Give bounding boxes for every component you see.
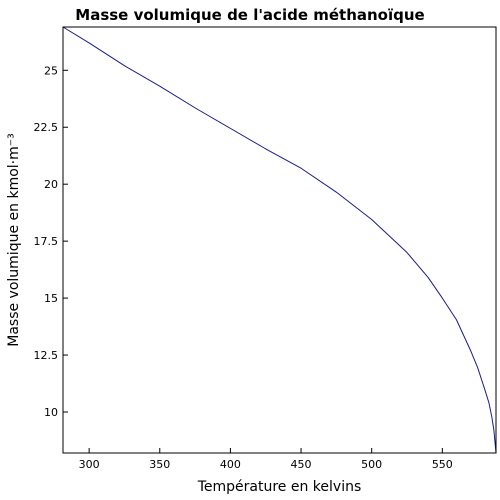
x-tick-label: 550 (432, 458, 453, 471)
x-tick-label: 450 (291, 458, 312, 471)
y-tick-label: 25 (44, 64, 58, 77)
y-tick-label: 17.5 (34, 235, 59, 248)
y-tick-label: 10 (44, 406, 58, 419)
x-axis: 300 350 400 450 500 550 (79, 448, 453, 471)
plot-area (62, 26, 497, 454)
plot-frame (62, 26, 497, 454)
y-tick-label: 15 (44, 292, 58, 305)
x-axis-label: Température en kelvins (197, 479, 362, 495)
y-axis-label: Masse volumique en kmol·m⁻³ (6, 133, 22, 347)
x-tick-label: 300 (79, 458, 100, 471)
x-tick-label: 400 (220, 458, 241, 471)
y-tick-label: 22.5 (34, 121, 59, 134)
chart-title: Masse volumique de l'acide méthanoïque (75, 6, 424, 24)
y-axis: 10 12.5 15 17.5 20 22.5 25 (34, 64, 68, 419)
y-tick-label: 12.5 (34, 349, 59, 362)
x-tick-label: 350 (149, 458, 170, 471)
y-tick-label: 20 (44, 178, 58, 191)
x-tick-label: 500 (361, 458, 382, 471)
series-line-0 (62, 26, 497, 454)
